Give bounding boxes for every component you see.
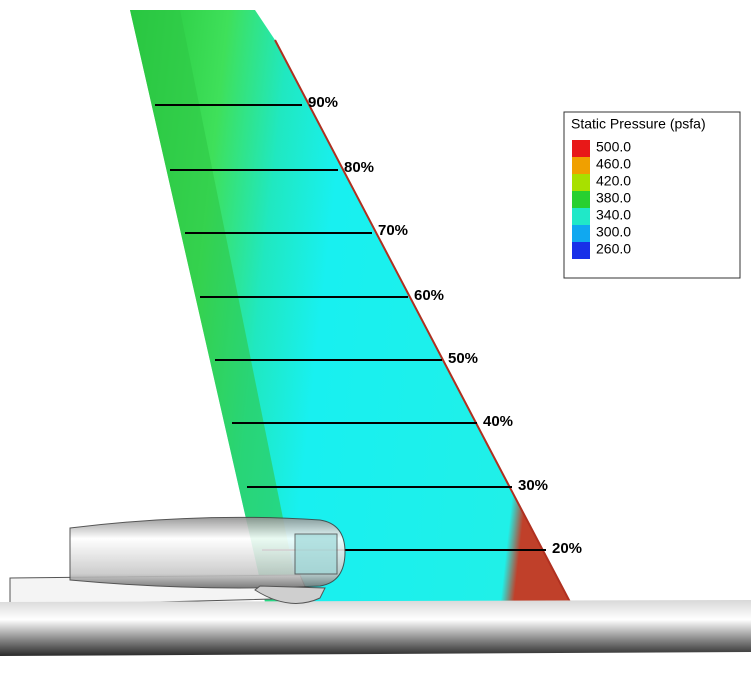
scene: 90% 80% 70% 60% 50% 40% 30% 20% Static P… — [0, 0, 751, 674]
station-label: 30% — [518, 477, 548, 494]
legend-label: 300.0 — [596, 224, 631, 240]
legend-swatch — [572, 242, 590, 259]
station-label: 70% — [378, 222, 408, 239]
station-label: 90% — [308, 94, 338, 111]
fuselage — [0, 600, 751, 656]
legend-title: Static Pressure (psfa) — [571, 116, 706, 132]
station-label: 40% — [483, 413, 513, 430]
station-label: 60% — [414, 287, 444, 304]
legend-label: 380.0 — [596, 190, 631, 206]
legend-swatch — [572, 140, 590, 157]
legend-box — [564, 112, 740, 278]
legend-label: 500.0 — [596, 139, 631, 155]
legend-label: 340.0 — [596, 207, 631, 223]
station-label: 20% — [552, 540, 582, 557]
station-label: 50% — [448, 350, 478, 367]
legend-swatch — [572, 208, 590, 225]
legend-label: 260.0 — [596, 241, 631, 257]
legend-label: 460.0 — [596, 156, 631, 172]
legend-swatch — [572, 157, 590, 174]
legend: Static Pressure (psfa) 500.0 460.0 420.0… — [564, 112, 740, 278]
legend-label: 420.0 — [596, 173, 631, 189]
station-label: 80% — [344, 159, 374, 176]
legend-swatch — [572, 191, 590, 208]
nacelle-inlet — [295, 534, 337, 574]
legend-swatch — [572, 174, 590, 191]
legend-swatch — [572, 225, 590, 242]
